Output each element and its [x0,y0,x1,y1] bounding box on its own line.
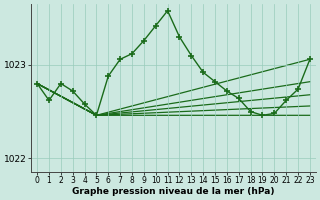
X-axis label: Graphe pression niveau de la mer (hPa): Graphe pression niveau de la mer (hPa) [72,187,275,196]
